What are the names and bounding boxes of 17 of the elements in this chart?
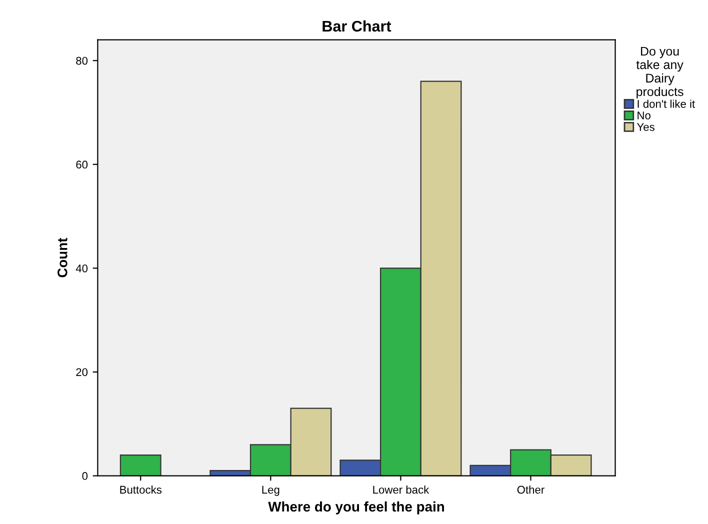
- y-tick-label: 60: [76, 160, 88, 169]
- y-tick-label: 40: [76, 264, 88, 272]
- y-tick-label: 80: [76, 56, 88, 65]
- legend-title: Do you take any Dairy products: [636, 46, 684, 99]
- x-axis-title: Where do you feel the pain: [268, 501, 444, 514]
- y-tick-label: 0: [82, 472, 88, 480]
- x-tick-label: Leg: [262, 486, 280, 496]
- legend-label: Yes: [636, 123, 654, 131]
- bar: [120, 454, 162, 476]
- y-tick-label: 20: [76, 368, 88, 376]
- legend-label: I don't like it: [638, 100, 695, 108]
- x-tick-label: Lower back: [373, 486, 430, 494]
- y-axis-title: Count: [57, 238, 68, 278]
- chart-title: Bar Chart: [322, 20, 392, 32]
- legend-label: No: [638, 112, 650, 120]
- x-tick-label: Buttocks: [120, 486, 162, 494]
- x-tick-label: Other: [517, 486, 544, 494]
